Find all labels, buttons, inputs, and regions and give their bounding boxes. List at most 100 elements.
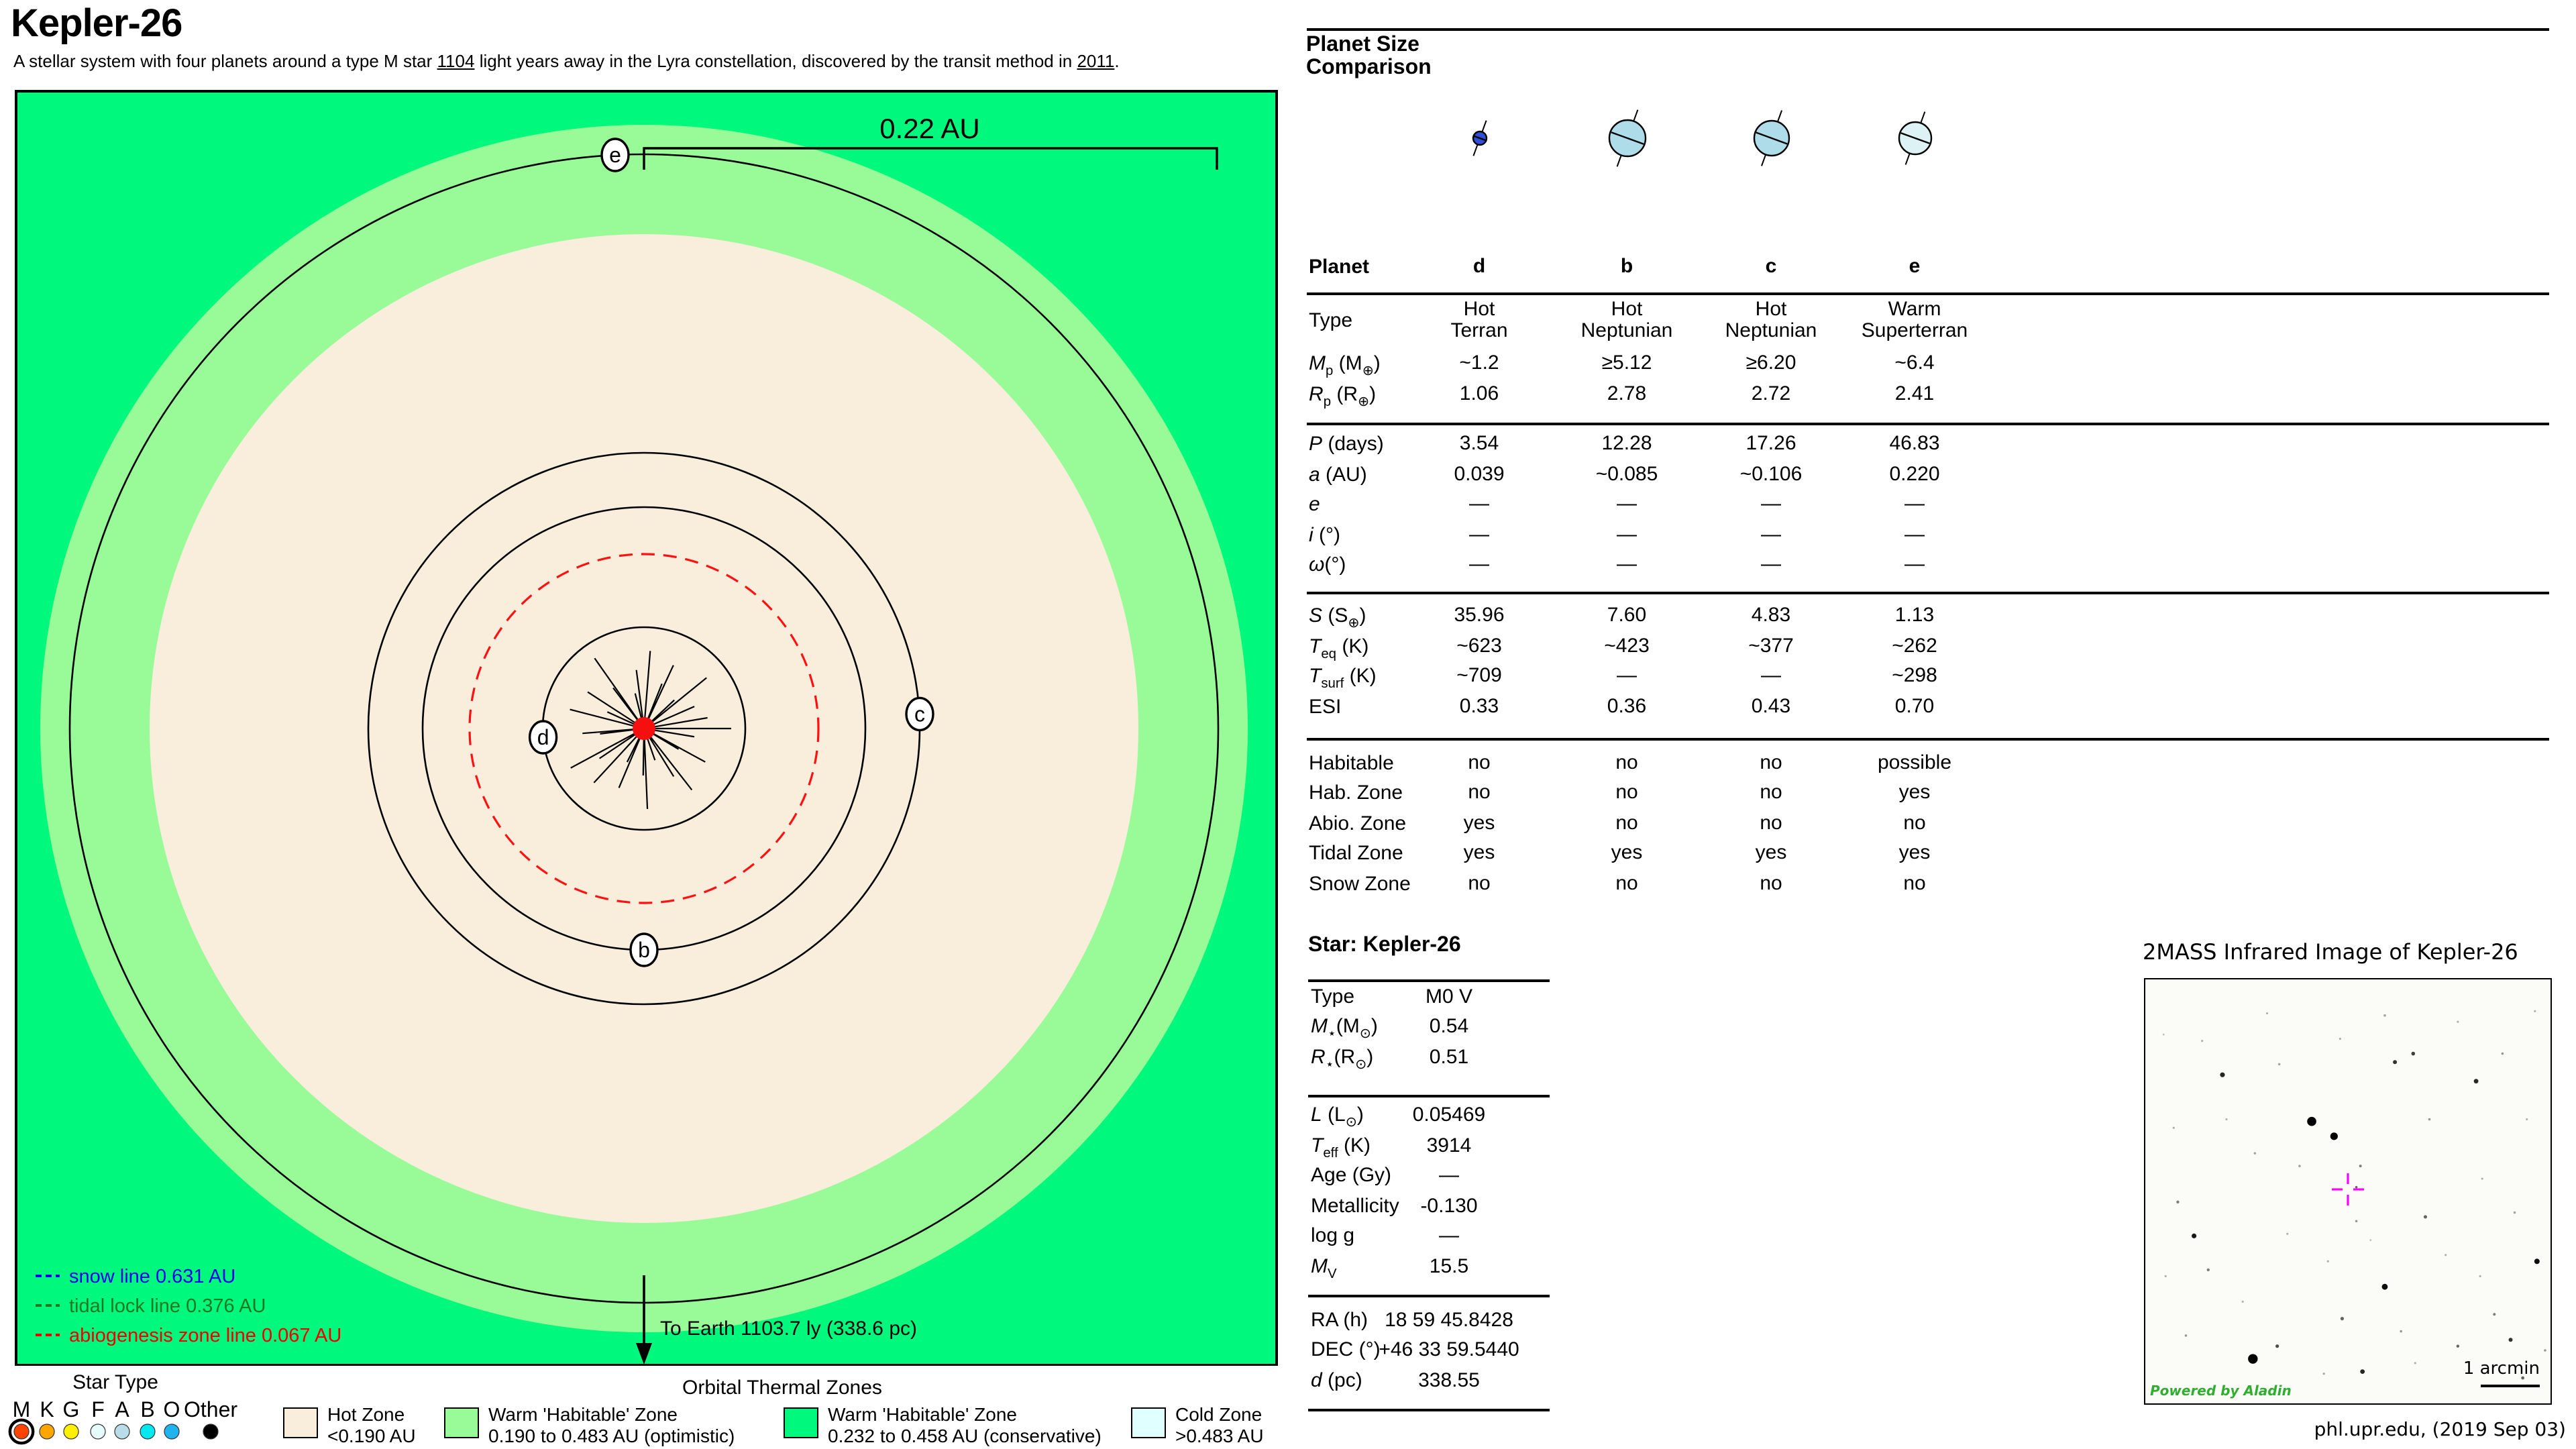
to-earth-label: To Earth 1103.7 ly (338.6 pc)	[660, 1317, 917, 1339]
cell-value: no	[1468, 751, 1491, 773]
table-row: Rp (R⊕) 1.06 2.78 2.72 2.41	[1306, 379, 2549, 409]
planet-icon-b	[1607, 109, 1646, 167]
field-star	[2247, 1354, 2257, 1364]
row-label: Snow Zone	[1309, 872, 1411, 895]
planet-marker-d: d	[528, 719, 558, 754]
table-divider	[1306, 423, 2549, 425]
row-label: a (AU)	[1309, 463, 1367, 486]
row-label: Type	[1309, 309, 1353, 332]
cell-value: ~0.106	[1739, 462, 1803, 485]
cell-value: 18 59 45.8428	[1385, 1308, 1513, 1331]
cell-value: 0.36	[1607, 694, 1647, 717]
field-star	[2533, 1010, 2536, 1012]
table-row: Teq (K) ~623 ~423 ~377 ~262	[1306, 631, 2549, 661]
svg-text:O: O	[164, 1397, 180, 1421]
cell-value: —	[1761, 492, 1781, 515]
discovery-year-link[interactable]: 2011	[1077, 51, 1115, 71]
cell-value: 0.33	[1459, 694, 1499, 717]
field-star	[2369, 1239, 2371, 1242]
star-burst	[570, 650, 731, 808]
cell-value: ~262	[1892, 634, 1937, 657]
cell-value: 0.039	[1454, 462, 1505, 485]
zone-legend-text: Hot Zone <0.190 AU	[327, 1403, 416, 1446]
cell-value: no	[1760, 811, 1782, 834]
cell-value: yes	[1898, 841, 1931, 864]
planet-data-table: Planet d b c e Type Hot Terran Hot Neptunian Hot…	[1306, 248, 2549, 919]
field-star	[2512, 1211, 2516, 1214]
thermal-zones-legend-title: Orbital Thermal Zones	[682, 1377, 882, 1399]
field-star	[2354, 1185, 2357, 1189]
planet-icon-d	[1471, 120, 1487, 156]
cell-value: ~1.2	[1459, 352, 1499, 374]
cell-value: yes	[1898, 781, 1931, 804]
cell-value: —	[1904, 523, 1925, 545]
zone-legend-text: Warm 'Habitable' Zone 0.190 to 0.483 AU (…	[488, 1403, 735, 1446]
cell-value: —	[1469, 492, 1489, 515]
row-label: d (pc)	[1311, 1368, 1362, 1391]
star-type-G: G	[63, 1397, 79, 1440]
cell-value: 1.13	[1894, 604, 1935, 627]
table-row: Metallicity -0.130	[1308, 1191, 1550, 1220]
table-row: M⋆(M⊙) 0.54	[1308, 1012, 1550, 1041]
column-header-c: c	[1765, 255, 1777, 278]
table-divider	[1306, 592, 2549, 594]
snow-line-label: snow line 0.631 AU	[69, 1265, 235, 1287]
cell-value: 0.70	[1894, 694, 1935, 717]
table-row: L (L⊙) 0.05469	[1308, 1100, 1550, 1130]
distance-link[interactable]: 1104	[437, 51, 475, 71]
row-label: S (S⊕)	[1309, 604, 1366, 631]
to-earth-arrowhead	[636, 1342, 652, 1364]
cell-value: Hot Neptunian	[1580, 298, 1673, 342]
svg-text:Other: Other	[184, 1397, 237, 1421]
row-label: Tsurf (K)	[1309, 665, 1377, 692]
row-label: Mp (M⊕)	[1309, 352, 1381, 379]
svg-text:K: K	[40, 1397, 54, 1421]
zone-legend-text: Cold Zone >0.483 AU	[1175, 1403, 1264, 1446]
field-star	[2399, 1330, 2402, 1333]
field-star	[2543, 1349, 2546, 1352]
table-row: d (pc) 338.55	[1308, 1365, 1550, 1395]
target-crosshair	[2331, 1173, 2363, 1205]
cell-value: M0 V	[1425, 985, 1472, 1008]
field-star	[2200, 1040, 2203, 1042]
cell-value: —	[1617, 664, 1637, 687]
field-star	[2444, 1254, 2447, 1256]
field-star	[2413, 1362, 2416, 1364]
row-label: ω(°)	[1309, 553, 1346, 576]
table-row: log g —	[1308, 1221, 1550, 1250]
star-type-A: A	[114, 1397, 130, 1440]
table-row: Type Hot Terran Hot Neptunian Hot Neptunian…	[1306, 298, 2549, 343]
star-type-Other: Other	[184, 1397, 237, 1440]
table-row: Teff (K) 3914	[1308, 1130, 1550, 1160]
zone-swatch	[444, 1407, 479, 1438]
field-star	[2359, 1369, 2365, 1374]
cell-value: possible	[1877, 751, 1952, 773]
row-label: Rp (R⊕)	[1309, 382, 1377, 409]
star-type-K: K	[39, 1397, 55, 1440]
table-row: Snow Zone no no no no	[1306, 869, 2549, 898]
field-star	[2508, 1338, 2512, 1342]
svg-text:b: b	[638, 937, 650, 961]
cell-value: 0.43	[1751, 694, 1791, 717]
page-subtitle: A stellar system with four planets aroun…	[13, 51, 1120, 71]
table-row: Tsurf (K) ~709 — — ~298	[1306, 661, 2549, 691]
page-title: Kepler-26	[11, 3, 182, 46]
star-section-title: Star: Kepler-26	[1308, 934, 1461, 957]
row-label: Habitable	[1309, 751, 1394, 774]
field-star	[2392, 1060, 2397, 1065]
star-type-legend-title: Star Type	[72, 1371, 158, 1393]
table-divider	[1308, 1409, 1550, 1411]
cell-value: no	[1615, 781, 1638, 804]
cell-value: ~423	[1604, 634, 1650, 657]
row-label: ESI	[1309, 695, 1342, 718]
size-comparison-title-line2: Comparison	[1306, 56, 1432, 78]
svg-text:e: e	[609, 142, 621, 166]
cell-value: 46.83	[1889, 432, 1940, 455]
field-star	[2219, 1072, 2224, 1077]
cell-value: Hot Terran	[1450, 298, 1508, 342]
cell-value: no	[1468, 781, 1491, 804]
field-star	[2241, 1300, 2243, 1303]
row-label: DEC (°)	[1311, 1338, 1381, 1361]
zone-swatch	[1131, 1407, 1166, 1438]
row-label: L (L⊙)	[1311, 1104, 1364, 1130]
